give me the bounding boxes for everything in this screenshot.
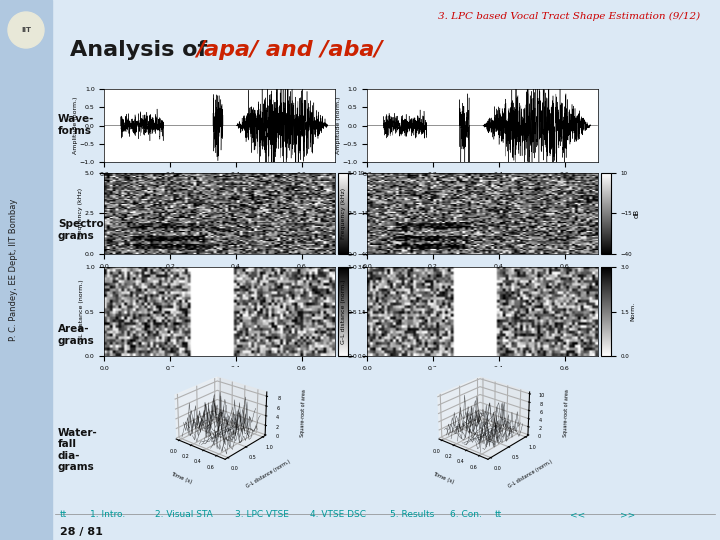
Y-axis label: dB: dB bbox=[371, 209, 377, 218]
Y-axis label: Norm.: Norm. bbox=[631, 302, 636, 321]
Y-axis label: Frequency (kHz): Frequency (kHz) bbox=[78, 188, 84, 239]
Text: <<: << bbox=[570, 510, 585, 519]
Y-axis label: G-L distance (norm.): G-L distance (norm.) bbox=[78, 280, 84, 344]
X-axis label: Time (s): Time (s) bbox=[170, 471, 192, 485]
Y-axis label: Frequency (kHz): Frequency (kHz) bbox=[341, 188, 346, 239]
Y-axis label: G-L distance (norm.): G-L distance (norm.) bbox=[508, 459, 554, 489]
Text: 2. Visual STA: 2. Visual STA bbox=[155, 510, 212, 519]
Text: tt: tt bbox=[60, 510, 67, 519]
Text: 5. Results: 5. Results bbox=[390, 510, 434, 519]
Text: Analysis of: Analysis of bbox=[70, 40, 215, 60]
Text: Wave-
forms: Wave- forms bbox=[58, 114, 94, 136]
Text: 6. Con.: 6. Con. bbox=[450, 510, 482, 519]
Circle shape bbox=[8, 12, 44, 48]
Text: Area-
grams: Area- grams bbox=[58, 324, 95, 346]
Text: P. C. Pandey, EE Dept, IIT Bombay: P. C. Pandey, EE Dept, IIT Bombay bbox=[9, 199, 19, 341]
Y-axis label: Amplitude (norm.): Amplitude (norm.) bbox=[73, 97, 78, 154]
Text: tt: tt bbox=[495, 510, 503, 519]
X-axis label: Time (s): Time (s) bbox=[468, 274, 497, 281]
X-axis label: Time (s): Time (s) bbox=[205, 377, 234, 383]
Y-axis label: G-L distance (norm.): G-L distance (norm.) bbox=[341, 280, 346, 344]
Bar bbox=[0, 0, 52, 540]
Y-axis label: dB: dB bbox=[634, 209, 639, 218]
Text: 4. VTSE DSC: 4. VTSE DSC bbox=[310, 510, 366, 519]
Y-axis label: Norm.: Norm. bbox=[368, 302, 373, 321]
Text: 3. LPC based Vocal Tract Shape Estimation (9/12): 3. LPC based Vocal Tract Shape Estimatio… bbox=[438, 12, 700, 21]
Y-axis label: Amplitude (norm.): Amplitude (norm.) bbox=[336, 97, 341, 154]
Text: 1. Intro.: 1. Intro. bbox=[90, 510, 125, 519]
Text: 28 / 81: 28 / 81 bbox=[60, 527, 103, 537]
Text: >>: >> bbox=[620, 510, 635, 519]
Text: /apa/ and /aba/: /apa/ and /aba/ bbox=[196, 40, 382, 60]
Text: Spectro-
grams: Spectro- grams bbox=[58, 219, 108, 241]
Text: IIT: IIT bbox=[21, 27, 31, 33]
X-axis label: Time (s): Time (s) bbox=[205, 183, 234, 189]
Text: 3. LPC VTSE: 3. LPC VTSE bbox=[235, 510, 289, 519]
X-axis label: Time (s): Time (s) bbox=[433, 471, 455, 485]
Text: Water-
fall
dia-
grams: Water- fall dia- grams bbox=[58, 428, 98, 472]
Y-axis label: G-L distance (norm.): G-L distance (norm.) bbox=[245, 459, 291, 489]
X-axis label: Time (s): Time (s) bbox=[205, 274, 234, 281]
X-axis label: Time (s): Time (s) bbox=[468, 183, 497, 189]
X-axis label: Time (s): Time (s) bbox=[468, 377, 497, 383]
